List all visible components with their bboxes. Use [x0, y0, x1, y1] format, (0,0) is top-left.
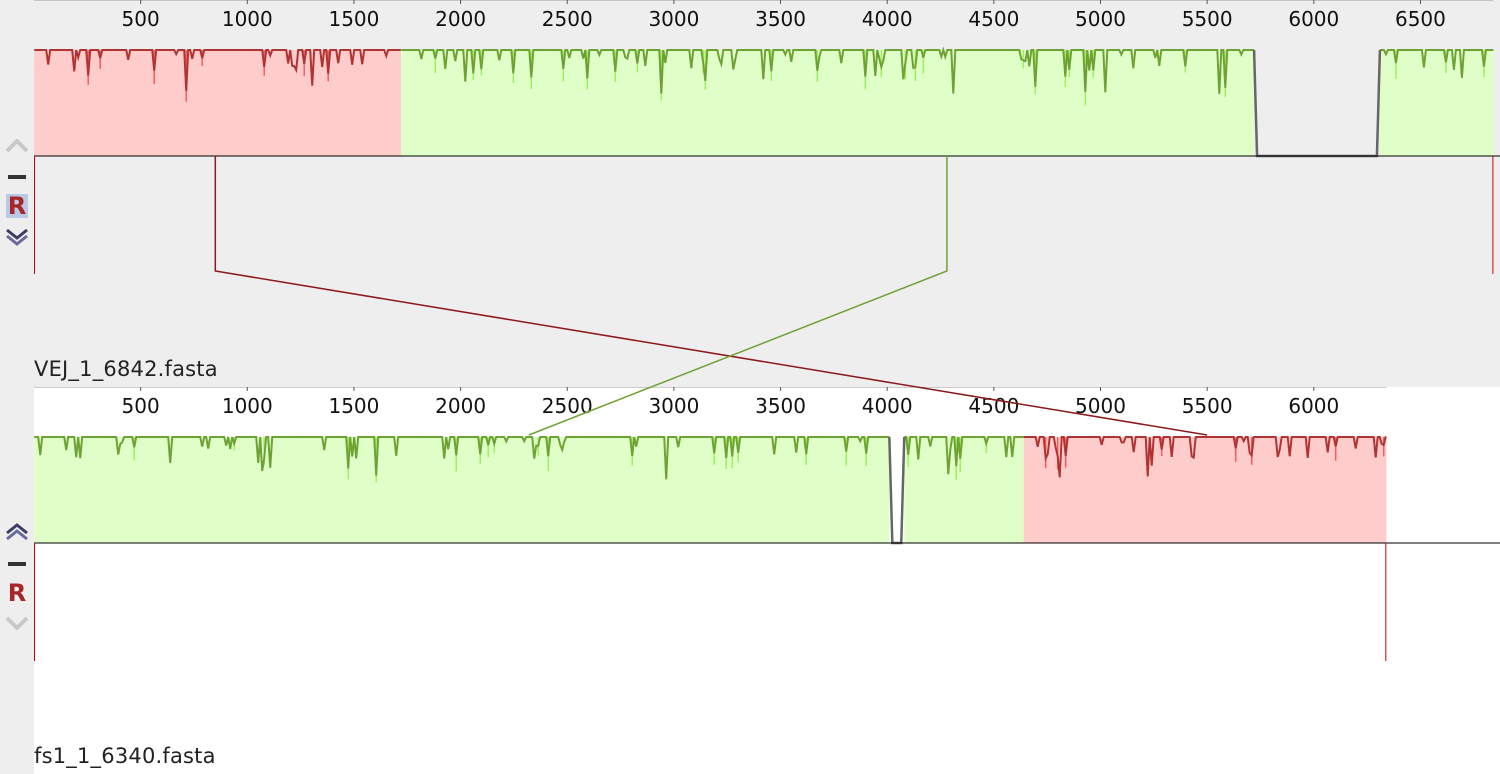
ruler-tick-label: 2500 — [542, 7, 593, 31]
genome-panel-2: R 500 1000 1500 2000 2500 3000 3500 4000 4500 500… — [0, 387, 1500, 774]
minus-icon — [8, 562, 26, 566]
ruler-tick-label: 2000 — [435, 7, 486, 31]
reference-button[interactable]: R — [0, 193, 34, 219]
ruler-tick-label: 4500 — [968, 7, 1019, 31]
ruler-tick-label: 2000 — [435, 394, 486, 418]
ruler-tick-label: 1000 — [222, 7, 273, 31]
ruler-tick-label: 4500 — [968, 394, 1019, 418]
ruler-tick-label: 500 — [122, 394, 160, 418]
ruler-tick-label: 5000 — [1075, 394, 1126, 418]
hide-button[interactable] — [0, 164, 34, 190]
move-up-button[interactable] — [0, 519, 34, 545]
chevron-down-icon — [5, 616, 29, 630]
move-down-button[interactable] — [0, 224, 34, 250]
ruler-tick-label: 3000 — [648, 7, 699, 31]
ruler-tick-label: 5000 — [1075, 7, 1126, 31]
ruler-tick-label: 1500 — [328, 7, 379, 31]
minus-icon — [8, 175, 26, 179]
chevron-up-icon — [6, 523, 28, 541]
sequence-name-label: VEJ_1_6842.fasta — [34, 357, 218, 381]
move-up-button[interactable] — [0, 132, 34, 158]
lcb-block-red[interactable] — [1023, 436, 1387, 543]
ruler-tick-label: 5500 — [1182, 7, 1233, 31]
reference-button[interactable]: R — [0, 580, 34, 606]
ruler-tick-label: 5500 — [1182, 394, 1233, 418]
genome-track-1[interactable]: 500 1000 1500 2000 2500 3000 3500 4000 4500 5000 5… — [34, 0, 1500, 387]
ruler-tick-label: 500 — [122, 7, 160, 31]
ruler-tick-label: 2500 — [542, 394, 593, 418]
lcb-block-green[interactable] — [401, 46, 1255, 156]
r-reverse-icon: R — [7, 579, 27, 607]
ruler-tick-label: 3500 — [755, 7, 806, 31]
r-reverse-icon: R — [5, 192, 29, 220]
ruler-tick-label: 1000 — [222, 394, 273, 418]
ruler-tick-label: 3000 — [648, 394, 699, 418]
sequence-name-label: fs1_1_6340.fasta — [34, 744, 216, 768]
lcb-block-green[interactable] — [1379, 49, 1494, 156]
chevron-up-icon — [5, 139, 29, 153]
chevron-down-icon — [6, 228, 28, 246]
ruler-tick-label: 3500 — [755, 394, 806, 418]
control-strip: R — [0, 0, 34, 387]
control-strip: R — [0, 387, 34, 774]
ruler-tick-label: 4000 — [862, 394, 913, 418]
genome-panel-1: R 500 1000 1500 2000 2500 3000 3500 4000 4500 500… — [0, 0, 1500, 387]
lcb-block-green[interactable] — [904, 436, 1024, 543]
ruler-tick-label: 1500 — [328, 394, 379, 418]
ruler-tick-label: 4000 — [862, 7, 913, 31]
lcb-block-green[interactable] — [34, 436, 890, 543]
move-down-button[interactable] — [0, 611, 34, 637]
hide-button[interactable] — [0, 551, 34, 577]
genome-track-2[interactable]: 500 1000 1500 2000 2500 3000 3500 4000 4500 5000 5… — [34, 387, 1500, 774]
lcb-block-red[interactable] — [34, 49, 401, 156]
ruler-tick-label: 6000 — [1288, 7, 1339, 31]
ruler-tick-label: 6500 — [1395, 7, 1446, 31]
ruler-tick-label: 6000 — [1288, 394, 1339, 418]
